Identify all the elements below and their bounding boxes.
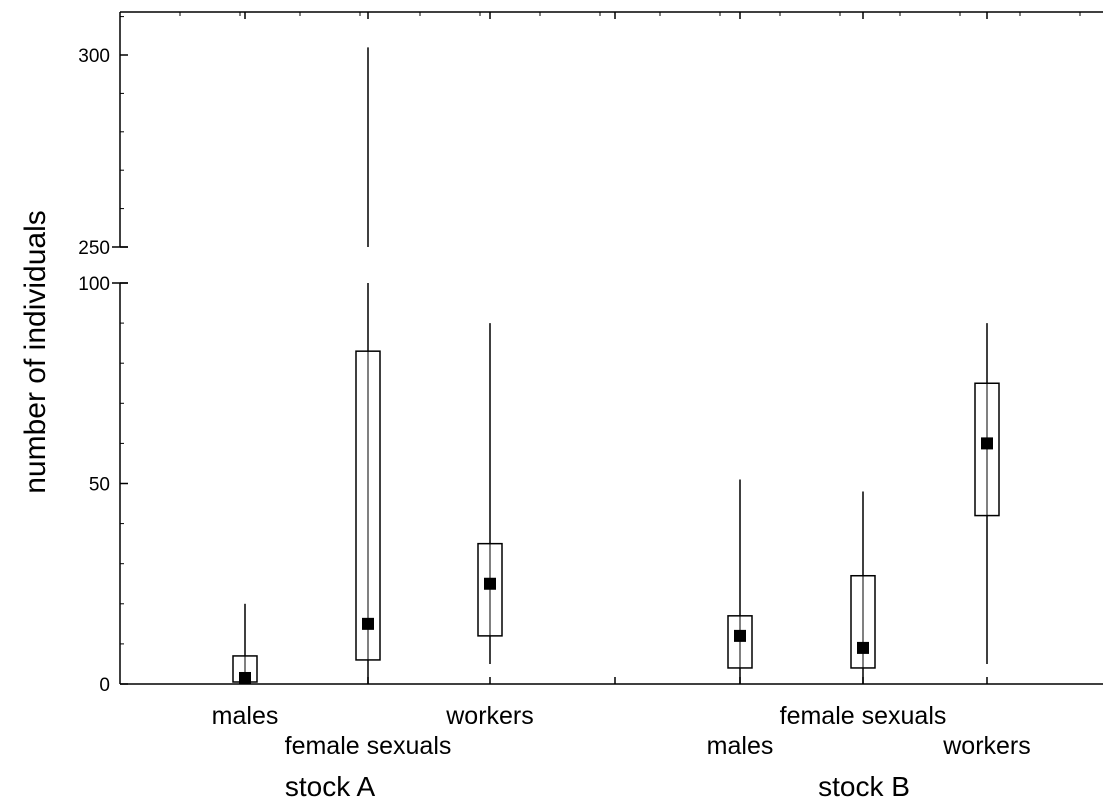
group-label: stock A <box>285 771 376 802</box>
category-label: workers <box>445 702 534 730</box>
median-marker <box>239 671 251 684</box>
y-tick-label: 50 <box>89 475 110 496</box>
category-label: males <box>707 732 774 760</box>
median-marker <box>981 437 993 450</box>
group-label: stock B <box>818 771 910 802</box>
category-label: female sexuals <box>780 702 947 730</box>
median-marker <box>484 577 496 590</box>
median-marker <box>734 629 746 642</box>
y-tick-label: 300 <box>78 46 110 67</box>
y-tick-label: 250 <box>78 238 110 259</box>
boxes <box>232 47 1000 684</box>
group-labels: stock A stock B <box>285 771 910 802</box>
y-axis-title: number of individuals <box>19 210 52 494</box>
median-marker <box>362 617 374 630</box>
y-tick-label: 0 <box>99 675 110 696</box>
category-label: males <box>212 702 279 730</box>
category-label: workers <box>942 732 1031 760</box>
category-label: female sexuals <box>285 732 452 760</box>
y-tick-labels: 0 50 100 250 300 <box>78 46 110 696</box>
plot-frame <box>112 11 1103 685</box>
axis-ticks <box>120 12 1081 685</box>
median-marker <box>857 641 869 654</box>
y-tick-label: 100 <box>78 274 110 295</box>
